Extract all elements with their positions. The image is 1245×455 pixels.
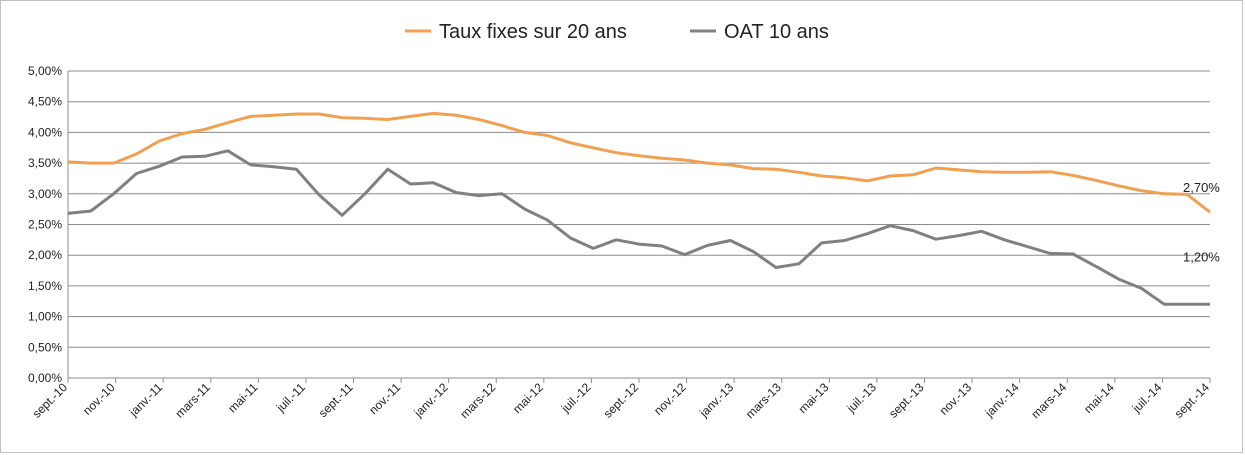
x-tick-label: janv.-13	[696, 380, 736, 420]
x-tick-label: sept.-11	[316, 380, 356, 420]
x-tick-label: mai-14	[1081, 380, 1117, 416]
series-line-oat	[67, 149, 1210, 306]
x-tick-label: janv.-14	[982, 380, 1022, 420]
y-tick-label: 2,50%	[28, 218, 62, 232]
legend-label: OAT 10 ans	[724, 21, 829, 43]
x-tick-label: juil.-13	[843, 380, 879, 416]
x-tick-label: juil.-14	[1129, 380, 1165, 416]
x-tick-label: juil.-11	[273, 380, 308, 415]
x-tick-label: mars-12	[457, 380, 498, 421]
data-label: 2,70%	[1183, 180, 1220, 195]
y-tick-label: 2,00%	[28, 248, 62, 262]
x-tick-label: mars-11	[172, 380, 213, 421]
y-tick-label: 3,00%	[28, 187, 62, 201]
y-tick-label: 1,50%	[28, 279, 62, 293]
x-tick-label: nov.-13	[937, 380, 975, 418]
y-tick-label: 0,50%	[28, 340, 62, 354]
legend-label: Taux fixes sur 20 ans	[439, 21, 627, 43]
x-tick-label: nov.-12	[651, 380, 689, 418]
x-tick-label: nov.-11	[366, 380, 403, 417]
y-tick-label: 0,00%	[28, 371, 62, 385]
y-tick-label: 3,50%	[28, 156, 62, 170]
series-line-taux-fixes	[67, 111, 1211, 214]
x-tick-label: janv.-11	[126, 380, 166, 420]
x-tick-label: mars-14	[1028, 380, 1069, 421]
y-tick-label: 5,00%	[28, 64, 62, 78]
x-tick-label: mai-12	[510, 380, 546, 416]
data-label: 1,20%	[1183, 249, 1220, 264]
y-tick-label: 1,00%	[28, 310, 62, 324]
x-tick-label: sept.-14	[1172, 380, 1213, 421]
y-tick-label: 4,00%	[28, 125, 62, 139]
x-tick-label: janv.-12	[411, 380, 451, 420]
x-tick-label: mars-13	[743, 380, 784, 421]
x-tick-label: nov.-10	[80, 380, 118, 418]
x-tick-label: mai-13	[796, 380, 832, 416]
x-tick-label: sept.-10	[30, 380, 71, 421]
x-tick-label: sept.-13	[886, 380, 927, 421]
y-tick-label: 4,50%	[28, 95, 62, 109]
x-tick-label: mai-11	[225, 380, 260, 415]
x-tick-label: juil.-12	[558, 380, 594, 416]
x-tick-label: sept.-12	[601, 380, 642, 421]
